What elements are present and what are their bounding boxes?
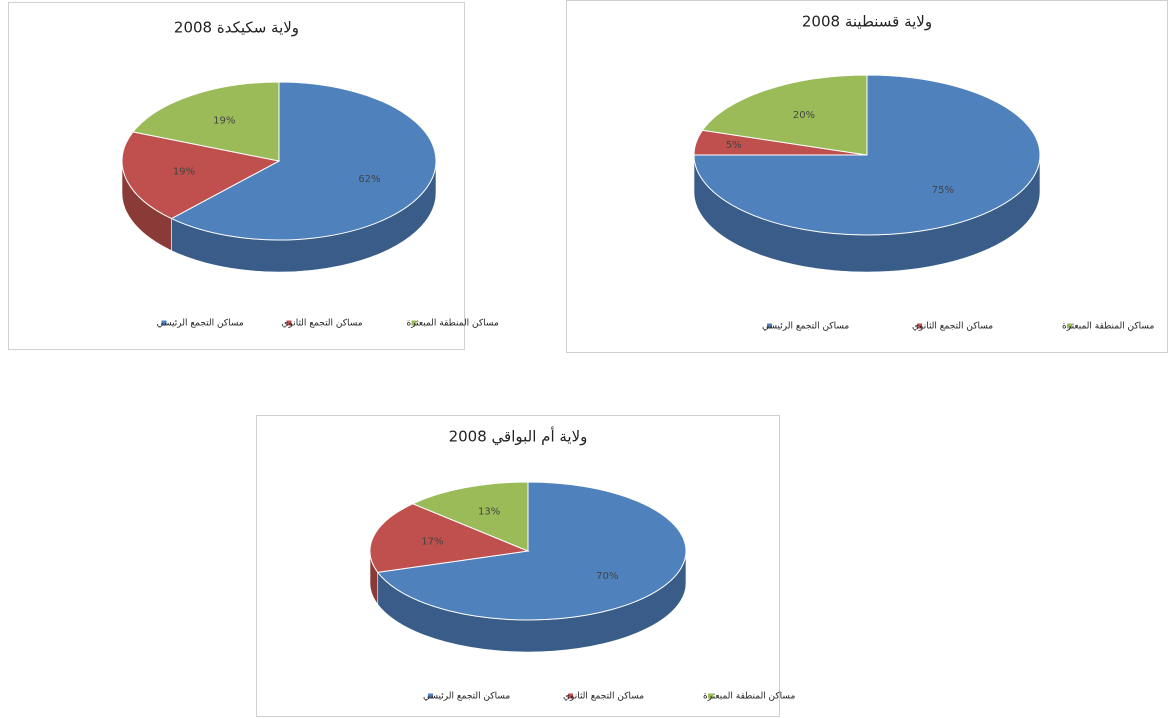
data-label: 13% xyxy=(478,507,500,518)
slice xyxy=(369,503,530,573)
slice xyxy=(701,74,868,156)
legend-label: مساكن التجمع الثانوي xyxy=(563,692,644,702)
chart-title: ولاية سكيكدة 2008 xyxy=(174,19,299,37)
legend-marker xyxy=(917,323,922,329)
data-label: 17% xyxy=(421,537,443,548)
legend-marker xyxy=(767,323,772,329)
data-label: 19% xyxy=(213,115,235,126)
data-label: 75% xyxy=(932,185,954,196)
legend-label: مساكن التجمع الرئيسي xyxy=(423,692,510,702)
chart-title: ولاية قسنطينة 2008 xyxy=(802,13,932,31)
legend-marker xyxy=(708,693,713,699)
chart-title: ولاية أم البواقي 2008 xyxy=(449,427,588,447)
legend-label: مساكن المنطقة المبعثرة xyxy=(703,692,795,702)
legend-label: مساكن التجمع الثانوي xyxy=(282,319,363,329)
legend-label: مساكن التجمع الرئيسي xyxy=(762,322,849,332)
slice xyxy=(170,81,437,241)
slice xyxy=(132,81,280,162)
legend-label: مساكن التجمع الرئيسي xyxy=(157,319,244,329)
slice xyxy=(376,481,687,621)
legend-label: مساكن التجمع الثانوي xyxy=(912,322,993,332)
data-label: 19% xyxy=(173,167,195,178)
data-label: 5% xyxy=(726,140,742,151)
legend-marker xyxy=(568,693,573,699)
data-label: 62% xyxy=(358,174,380,185)
legend-label: مساكن المنطقة المبعثرة xyxy=(1062,322,1154,332)
legend-marker xyxy=(411,320,417,326)
legend-marker xyxy=(1067,323,1072,329)
legend-marker xyxy=(286,320,292,326)
slice xyxy=(411,481,529,552)
data-label: 20% xyxy=(793,110,815,121)
legend-label: مساكن المنطقة المبعثرة xyxy=(407,319,499,329)
legend-marker xyxy=(428,693,433,699)
legend-marker xyxy=(161,320,167,326)
data-label: 70% xyxy=(596,571,618,582)
